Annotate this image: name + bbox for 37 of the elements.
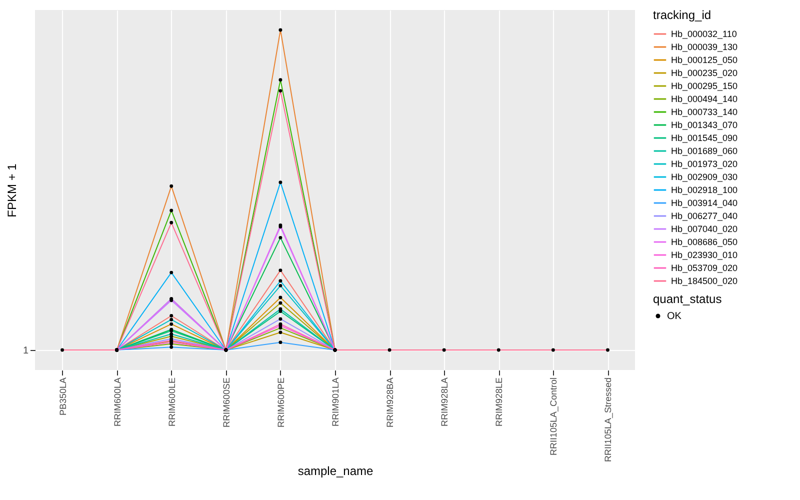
- legend-label: Hb_001973_020: [671, 159, 738, 169]
- legend-label: Hb_002909_030: [671, 172, 738, 182]
- legend-label: Hb_000733_140: [671, 107, 738, 117]
- legend-label: Hb_184500_020: [671, 276, 738, 286]
- legend-label: Hb_000494_140: [671, 94, 738, 104]
- legend-label: Hb_000039_130: [671, 42, 738, 52]
- x-tick-label: RRIM600LE: [166, 378, 177, 427]
- x-tick-label: RRIM600LA: [112, 378, 122, 427]
- x-tick-label: RRII105LA_Control: [548, 378, 559, 456]
- legend-label: Hb_001689_060: [671, 146, 738, 156]
- legend-label: Hb_000125_050: [671, 55, 738, 65]
- legend-label: Hb_007040_020: [671, 224, 738, 234]
- text: OK: [667, 311, 682, 322]
- text: quant_status: [653, 292, 722, 306]
- y-axis-title: FPKM + 1: [4, 163, 19, 218]
- legend-label: Hb_001545_090: [671, 133, 738, 143]
- x-axis-title: sample_name: [298, 464, 374, 478]
- legend-label: Hb_000295_150: [671, 81, 738, 91]
- legend-label: Hb_000032_110: [671, 29, 737, 39]
- x-tick-label: RRIM928LE: [494, 378, 504, 427]
- x-tick-label: PB350LA: [58, 378, 68, 416]
- legend-label: Hb_001343_070: [671, 120, 738, 130]
- legend-label: Hb_003914_040: [671, 198, 738, 208]
- legend-label: Hb_023930_010: [671, 250, 738, 260]
- legend-label: Hb_006277_040: [671, 211, 738, 221]
- x-tick-label: RRIM600PE: [276, 378, 286, 428]
- legend-label: Hb_002918_100: [671, 185, 738, 195]
- x-tick-label: RRIM928LA: [440, 378, 450, 427]
- legend-label: Hb_000235_020: [671, 68, 738, 78]
- x-tick-label: RRIM901LA: [330, 378, 340, 427]
- legend-label: Hb_053709_020: [671, 263, 738, 273]
- x-tick-label: RRII105LA_Stressed: [603, 378, 614, 462]
- text: 1: [22, 346, 29, 356]
- legend-title: tracking_id: [653, 8, 712, 22]
- x-tick-label: RRIM600SE: [221, 378, 232, 428]
- legend-label: Hb_008686_050: [671, 237, 738, 247]
- x-tick-label: RRIM928BA: [385, 378, 396, 428]
